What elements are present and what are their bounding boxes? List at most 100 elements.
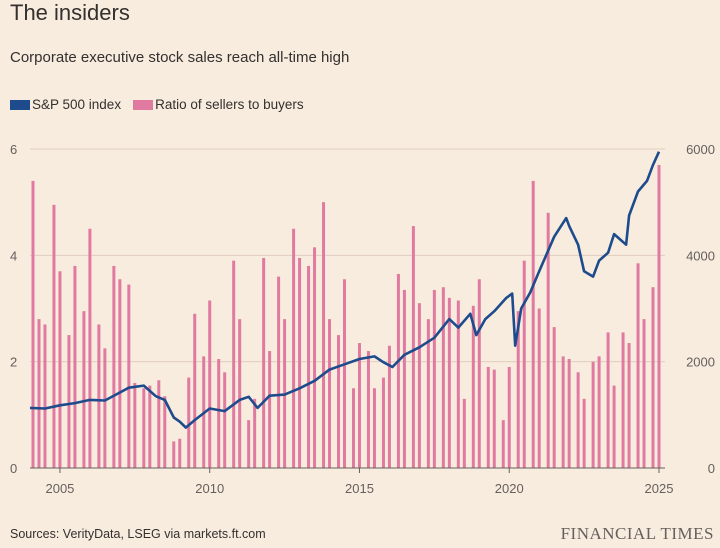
chart-title: The insiders (10, 0, 130, 25)
bar (507, 366, 511, 468)
bar (402, 289, 406, 468)
x-tick-label: 2010 (195, 481, 224, 496)
bar (537, 308, 541, 468)
x-tick-label: 2025 (645, 481, 674, 496)
legend-swatch-bar (133, 99, 154, 110)
bar (642, 319, 646, 468)
bar (238, 319, 242, 468)
bar (322, 202, 326, 468)
y-tick-left: 4 (10, 248, 17, 263)
bar (31, 180, 35, 468)
y-tick-left: 0 (10, 461, 17, 476)
bar (381, 377, 385, 468)
bar (357, 343, 361, 468)
bar (253, 398, 257, 468)
bar (67, 335, 71, 468)
bar (232, 260, 236, 468)
bar (351, 388, 355, 468)
bar (313, 247, 317, 468)
bar (657, 164, 661, 468)
bar (178, 438, 182, 468)
bar (307, 265, 311, 468)
bar (471, 305, 475, 468)
bar (576, 372, 580, 468)
chart-subtitle: Corporate executive stock sales reach al… (10, 49, 350, 66)
bar (396, 273, 400, 468)
bar (366, 351, 370, 468)
line-series-sp500 (29, 151, 661, 429)
bar (127, 284, 131, 468)
bar (531, 180, 535, 468)
bar (492, 369, 496, 468)
legend-item-ratio: Ratio of sellers to buyers (133, 97, 304, 112)
bar (447, 297, 451, 468)
bar (37, 319, 41, 468)
bar (372, 388, 376, 468)
bar (268, 351, 272, 468)
bar (426, 319, 430, 468)
bar (298, 257, 302, 468)
y-tick-right: 6000 (686, 142, 715, 157)
bar (462, 398, 466, 468)
bar (133, 382, 137, 468)
bar (627, 343, 631, 468)
bar (157, 380, 161, 468)
bar (477, 279, 481, 468)
bar (612, 385, 616, 468)
bar (582, 398, 586, 468)
bar (651, 287, 655, 468)
bar (501, 420, 505, 468)
bar (148, 385, 152, 468)
bar (172, 441, 176, 468)
x-tick-label: 2005 (45, 481, 74, 496)
bar (103, 348, 107, 468)
x-tick-label: 2020 (495, 481, 524, 496)
x-tick-label: 2015 (345, 481, 374, 496)
bar (411, 226, 415, 468)
bar (486, 366, 490, 468)
bar (52, 204, 56, 468)
bar (516, 311, 520, 468)
bar (142, 388, 146, 468)
y-tick-right: 4000 (686, 248, 715, 263)
legend-item-sp500: S&P 500 index (10, 97, 121, 112)
bar (163, 396, 167, 468)
bar (88, 228, 92, 468)
bar (441, 287, 445, 468)
bar (82, 311, 86, 468)
bar (597, 356, 601, 468)
bar (187, 377, 191, 468)
bar (328, 319, 332, 468)
bar (97, 324, 101, 468)
legend-label-sp500: S&P 500 index (32, 97, 122, 112)
legend-label-ratio: Ratio of sellers to buyers (155, 97, 304, 112)
bar (417, 303, 421, 468)
bar (561, 356, 565, 468)
ft-brand-logo: FINANCIAL TIMES (560, 524, 714, 543)
y-tick-right: 2000 (686, 355, 715, 370)
y-tick-left: 2 (10, 355, 17, 370)
bar (223, 372, 227, 468)
y-tick-left: 6 (10, 142, 17, 157)
bar (118, 279, 122, 468)
legend-swatch-line (10, 99, 30, 110)
bar (277, 276, 281, 468)
bar (73, 265, 77, 468)
bar (387, 345, 391, 468)
bar (43, 324, 47, 468)
bar (247, 420, 251, 468)
bar (522, 260, 526, 468)
bar (621, 332, 625, 468)
source-note: Sources: VerityData, LSEG via markets.ft… (10, 527, 266, 541)
bar (567, 359, 571, 468)
bar (343, 279, 347, 468)
bar (292, 228, 296, 468)
bar (546, 212, 550, 468)
bar (208, 300, 212, 468)
y-tick-right: 0 (708, 461, 715, 476)
bar (432, 289, 436, 468)
bar (606, 332, 610, 468)
bar (193, 313, 197, 468)
bar (591, 361, 595, 468)
